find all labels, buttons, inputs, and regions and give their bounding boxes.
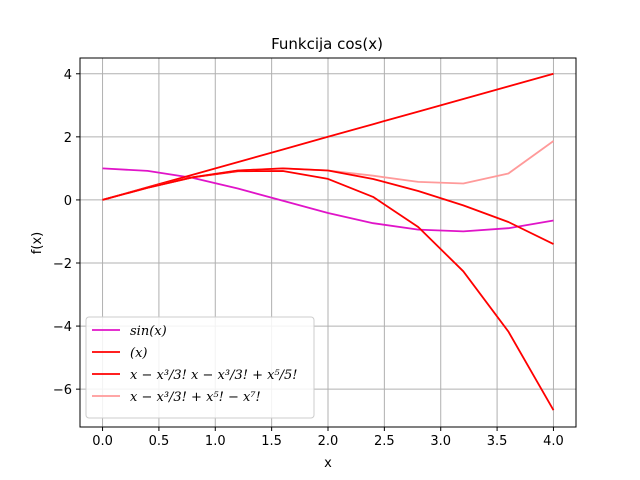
series-line-4 (102, 167, 554, 245)
y-tick-label: 4 (64, 68, 72, 83)
y-tick-label: −2 (53, 257, 72, 272)
x-tick-label: 1.5 (261, 434, 282, 449)
x-tick-label: 3.0 (430, 434, 451, 449)
y-tick-label: −4 (53, 320, 72, 335)
x-axis-label: x (324, 456, 332, 471)
axis-ticks: 0.0 0.5 1.0 1.5 2.0 2.5 3.0 3.5 4.0 4 2 0 −2 −4 −6 (53, 68, 564, 449)
legend-box (85, 316, 315, 419)
y-tick-label: −6 (53, 383, 72, 398)
legend: sin(x) (x) x − x³/3! x − x³/3! + x⁵/5! x − … (85, 316, 315, 419)
series-group (102, 72, 555, 411)
grid (80, 58, 576, 427)
series-line-1 (102, 72, 554, 201)
legend-label: x − x³/3! + x⁵! − x⁷! (130, 390, 261, 405)
x-tick-label: 0.5 (149, 434, 170, 449)
x-tick-label: 4.0 (543, 434, 564, 449)
x-tick-label: 1.0 (205, 434, 226, 449)
legend-label: x − x³/3! x − x³/3! + x⁵/5! (130, 368, 298, 383)
x-tick-label: 2.5 (374, 434, 395, 449)
x-tick-label: 0.0 (92, 434, 113, 449)
y-axis-label: f(x) (30, 232, 45, 254)
y-tick-label: 0 (64, 194, 72, 209)
legend-label: sin(x) (130, 324, 167, 339)
series-line-0 (102, 167, 554, 233)
legend-label: (x) (130, 346, 147, 361)
chart-title: Funkcija cos(x) (271, 35, 383, 53)
x-tick-label: 2.0 (318, 434, 339, 449)
y-tick-label: 2 (64, 131, 72, 146)
x-tick-label: 3.5 (487, 434, 508, 449)
